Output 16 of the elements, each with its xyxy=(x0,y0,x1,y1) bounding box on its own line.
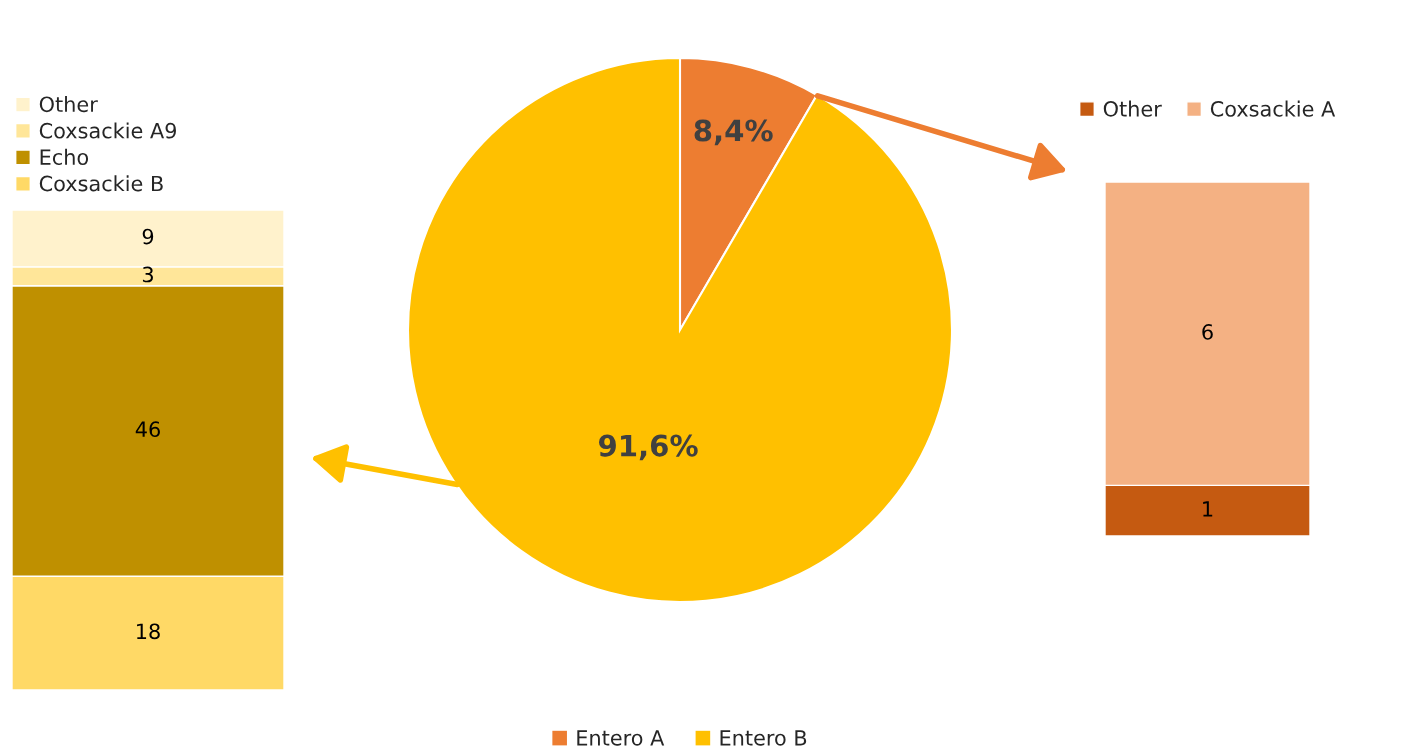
data-label: 3 xyxy=(142,266,153,283)
legend-label: Coxsackie B xyxy=(39,175,163,192)
data-label: 18 xyxy=(137,623,160,640)
legend-label: Other xyxy=(1103,100,1162,117)
legend-label: Entero A xyxy=(577,730,665,746)
legend-label: Echo xyxy=(40,148,89,165)
data-label: 6 xyxy=(1202,324,1213,340)
legend-label: Coxsackie A9 xyxy=(39,122,176,139)
data-label: 8,4% xyxy=(694,119,773,146)
legend-label: Entero B xyxy=(720,730,807,746)
data-label: 91,6% xyxy=(598,434,698,461)
legend-label: Coxsackie A xyxy=(1210,100,1336,117)
data-label: 1 xyxy=(1203,501,1213,517)
data-label: 9 xyxy=(142,228,154,245)
legend-label: Other xyxy=(39,96,98,113)
data-label: 46 xyxy=(135,421,160,438)
